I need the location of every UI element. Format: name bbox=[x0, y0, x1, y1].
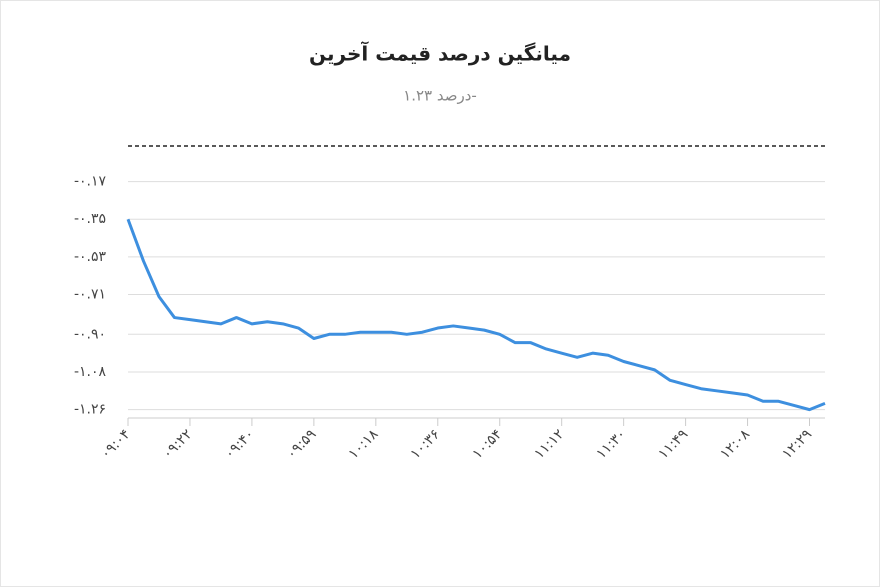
line-series bbox=[126, 218, 826, 412]
y-tick-label: -۰.۷۱ bbox=[74, 287, 106, 303]
y-tick-label: -۰.۱۷ bbox=[74, 174, 107, 190]
y-tick-label: -۰.۵۳ bbox=[74, 249, 107, 265]
y-tick-label: -۱.۲۶ bbox=[74, 402, 106, 418]
chart-title: میانگین درصد قیمت آخرین bbox=[309, 41, 571, 66]
y-tick-label: -۱.۰۸ bbox=[74, 364, 107, 380]
y-tick-label: -۰.۳۵ bbox=[74, 211, 106, 227]
chart-subtitle: درصد ۱.۲۳- bbox=[403, 87, 477, 105]
y-tick-label: -۰.۹۰ bbox=[74, 326, 106, 342]
